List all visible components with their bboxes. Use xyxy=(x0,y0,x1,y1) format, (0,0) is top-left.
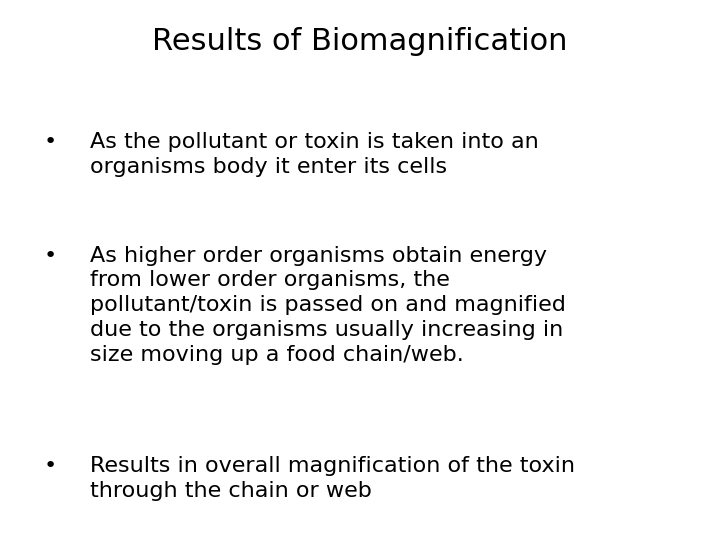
Text: Results in overall magnification of the toxin
through the chain or web: Results in overall magnification of the … xyxy=(90,456,575,501)
Text: •: • xyxy=(44,456,57,476)
Text: As higher order organisms obtain energy
from lower order organisms, the
pollutan: As higher order organisms obtain energy … xyxy=(90,246,566,365)
Text: As the pollutant or toxin is taken into an
organisms body it enter its cells: As the pollutant or toxin is taken into … xyxy=(90,132,539,177)
Text: •: • xyxy=(44,246,57,266)
Text: •: • xyxy=(44,132,57,152)
Text: Results of Biomagnification: Results of Biomagnification xyxy=(152,27,568,56)
